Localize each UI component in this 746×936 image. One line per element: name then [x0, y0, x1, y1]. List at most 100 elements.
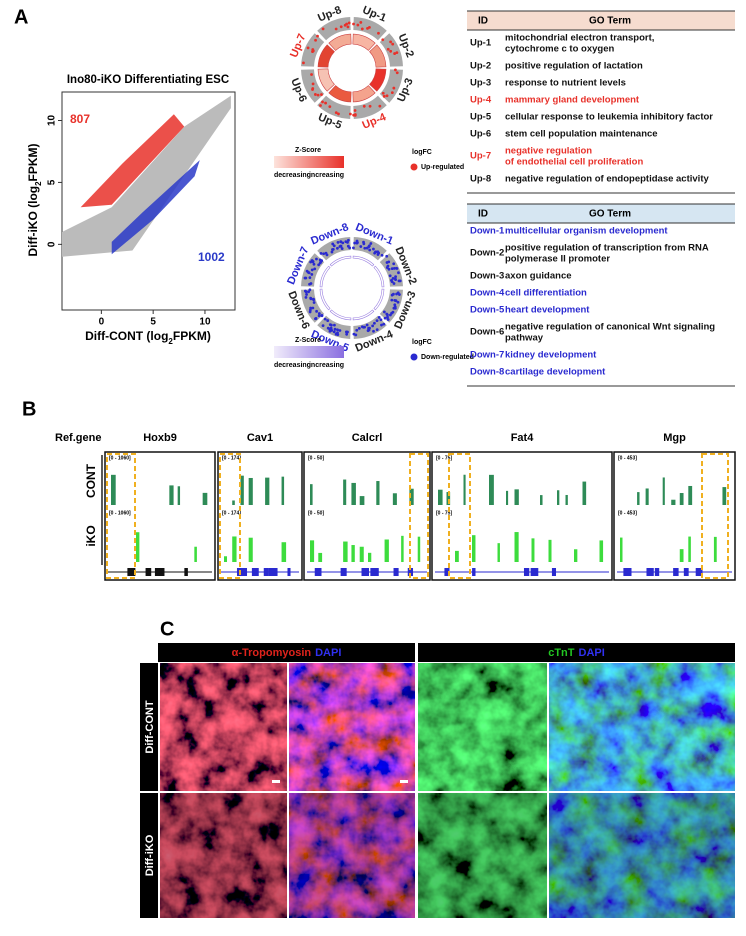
circos-dot	[313, 93, 317, 96]
circos-dot	[360, 27, 364, 31]
axis-label-part: FPKM)	[173, 329, 211, 343]
track-peak	[384, 539, 389, 562]
circos-dot	[394, 68, 397, 72]
circos-dot	[396, 300, 400, 304]
track-box	[303, 451, 431, 581]
track-peak	[671, 499, 676, 505]
circos-inner	[329, 255, 352, 267]
circos-dot	[391, 42, 395, 46]
circos-dot	[310, 268, 314, 272]
exon	[263, 568, 269, 576]
track-peak	[351, 545, 355, 562]
track-peak	[169, 485, 174, 505]
highlight-box	[219, 453, 241, 579]
circos-dot	[368, 104, 372, 108]
circos-dot	[359, 21, 363, 24]
go-id: Down-4	[470, 288, 505, 299]
column-header	[158, 643, 415, 662]
go-id: Up-6	[470, 129, 491, 140]
track-peak	[359, 546, 364, 562]
circos-dot	[313, 267, 317, 271]
micrograph-signal	[160, 793, 287, 918]
track-peak	[376, 481, 380, 505]
legend-dot	[410, 163, 418, 171]
highlight-box	[701, 453, 729, 579]
circos-dot	[319, 251, 323, 255]
exon	[370, 568, 379, 576]
track-peak	[540, 495, 543, 505]
circos-sector	[379, 33, 403, 67]
circos-dot	[393, 277, 397, 281]
circos-dot	[372, 247, 375, 251]
circos-dot	[336, 328, 339, 332]
highlight-box	[106, 453, 136, 579]
track-peak	[281, 476, 285, 505]
table-head: GO Term	[589, 16, 631, 27]
exon	[530, 568, 539, 576]
circos-inner	[352, 309, 375, 321]
track-range: [0 - 75]	[436, 510, 452, 516]
track-peak	[310, 484, 313, 505]
track-peak	[565, 494, 568, 505]
down-count: 1002	[198, 250, 225, 264]
circos-dot	[315, 257, 318, 261]
legend-label: Up-regulated	[421, 164, 464, 171]
track-peak	[351, 482, 356, 505]
circos-dot	[341, 241, 345, 245]
track-peak	[368, 552, 372, 562]
go-id: Up-5	[470, 112, 492, 123]
go-id: Down-7	[470, 350, 504, 361]
circos-dot	[392, 266, 396, 270]
track-peak	[599, 540, 604, 562]
circos-dot	[346, 238, 350, 242]
track-range: [0 - 174]	[222, 510, 241, 516]
track-peak	[637, 492, 640, 505]
circos-dot	[322, 252, 326, 256]
circos-dot	[309, 296, 313, 300]
track-peak	[343, 541, 348, 562]
circos-dot	[387, 267, 391, 271]
track-peak	[557, 490, 560, 505]
track-peak	[202, 492, 208, 505]
circos-dot	[321, 324, 325, 328]
circos-dot	[393, 303, 397, 307]
exon	[407, 568, 414, 576]
row-header	[140, 663, 158, 791]
circos-dot	[390, 280, 394, 284]
legend-title: Z-Score	[295, 147, 321, 154]
circos-inner	[352, 33, 376, 51]
go-id: Down-2	[470, 248, 504, 259]
circos-dot	[355, 241, 359, 245]
circos-dot	[316, 34, 319, 38]
circos-dot	[345, 332, 349, 336]
track-peak	[136, 532, 140, 562]
track-range: [0 - 453]	[618, 510, 637, 516]
column-title-part: α-Tropomyosin	[232, 647, 312, 659]
go-id: Down-6	[470, 327, 504, 338]
go-id: Up-7	[470, 151, 491, 162]
circos-dot	[357, 326, 361, 330]
exon	[251, 568, 259, 576]
exon	[683, 568, 689, 576]
track-peak	[713, 536, 717, 562]
circos-dot	[324, 251, 328, 255]
circos-inner	[373, 288, 385, 311]
circos-dot	[308, 308, 312, 312]
go-term: pathway	[505, 333, 544, 344]
track-range: [0 - 174]	[222, 455, 241, 461]
gene-name: Cav1	[247, 432, 273, 444]
circos-dot	[310, 273, 314, 276]
scale-bar	[400, 780, 408, 783]
column-header	[418, 643, 735, 662]
circos-dot	[392, 282, 396, 285]
circos-dot	[336, 246, 339, 250]
circos-dot	[373, 321, 376, 325]
track-peak	[265, 477, 270, 505]
circos-dot	[367, 245, 371, 249]
circos-dot	[311, 306, 315, 310]
go-term: cartilage development	[505, 367, 606, 378]
track-box	[613, 451, 736, 581]
circos-dot	[311, 87, 315, 90]
go-id: Up-1	[470, 38, 492, 49]
circos-dot	[353, 113, 357, 117]
